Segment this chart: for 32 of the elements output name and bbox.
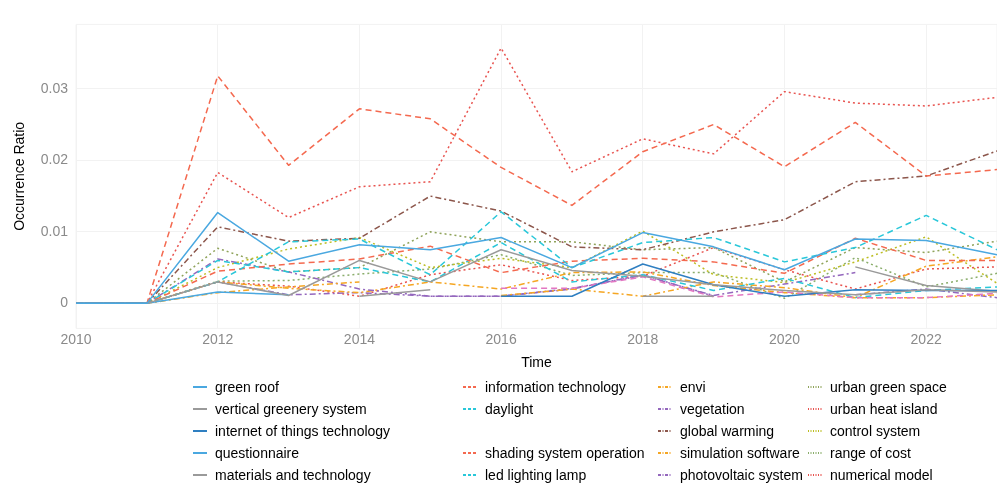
- legend-label: simulation software: [680, 445, 800, 461]
- legend-label: range of cost: [830, 445, 911, 461]
- x-tick-label: 2010: [60, 330, 92, 347]
- y-tick-label: 0.02: [40, 151, 69, 168]
- legend-label: shading system operation: [485, 445, 645, 461]
- x-axis-title: Time: [521, 354, 553, 371]
- x-tick-label: 2020: [768, 330, 801, 347]
- legend-label: internet of things technology: [215, 423, 391, 439]
- legend-label: green roof: [215, 379, 279, 395]
- legend-label: daylight: [485, 401, 534, 417]
- legend-label: photovoltaic system: [680, 467, 803, 483]
- legend-label: information technology: [485, 379, 626, 395]
- legend-label: global warming: [680, 423, 775, 439]
- x-tick-label: 2016: [485, 330, 517, 347]
- y-axis-title: Occurrence Ratio: [11, 121, 28, 231]
- legend-label: questionnaire: [215, 445, 300, 461]
- x-tick-label: 2012: [202, 330, 234, 347]
- y-tick-label: 0.01: [40, 222, 69, 239]
- legend-label: control system: [830, 423, 921, 439]
- x-tick-label: 2022: [910, 330, 942, 347]
- x-tick-label: 2014: [343, 330, 376, 347]
- legend-label: led lighting lamp: [485, 467, 587, 483]
- y-tick-label: 0: [60, 294, 69, 311]
- legend-label: vegetation: [680, 401, 745, 417]
- x-tick-label: 2018: [627, 330, 659, 347]
- legend-label: urban heat island: [830, 401, 938, 417]
- legend-label: vertical greenery system: [215, 401, 367, 417]
- legend-label: envi: [680, 379, 706, 395]
- legend-label: numerical model: [830, 467, 933, 483]
- legend-label: urban green space: [830, 379, 947, 395]
- legend-label: materials and technology: [215, 467, 371, 483]
- y-tick-label: 0.03: [40, 79, 69, 96]
